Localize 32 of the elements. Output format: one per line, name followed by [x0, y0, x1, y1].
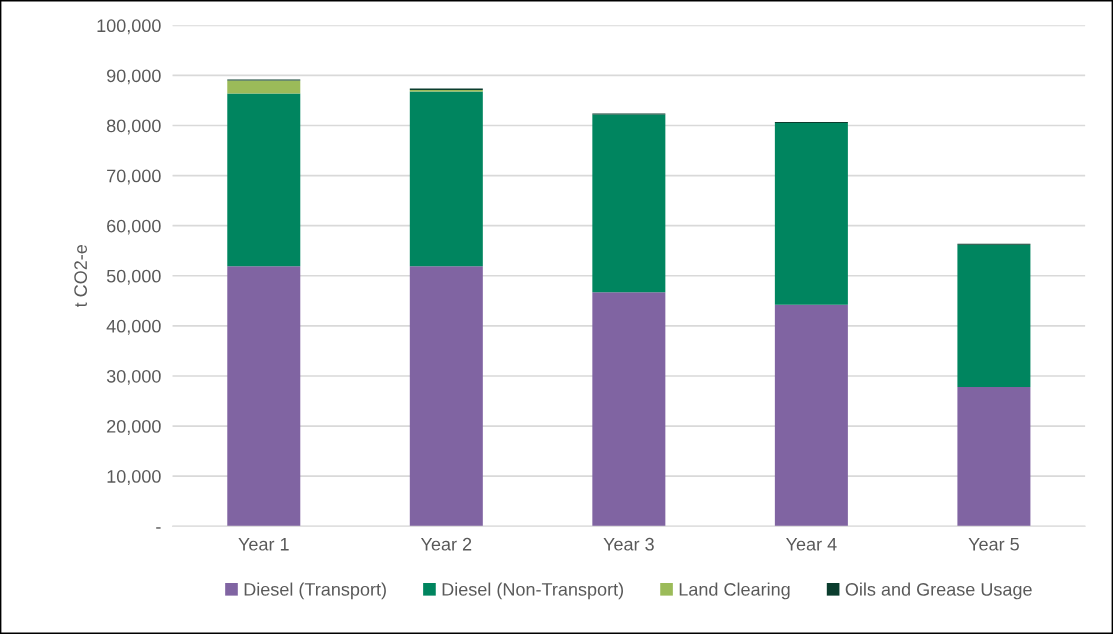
y-tick-label: 30,000	[106, 369, 161, 385]
bar	[409, 266, 483, 527]
bar	[409, 91, 483, 267]
bar	[957, 244, 1031, 387]
bar	[592, 114, 666, 293]
legend-label: Diesel (Non-Transport)	[442, 582, 623, 600]
bar	[774, 123, 848, 305]
x-tick-label: Year 1	[238, 537, 289, 551]
bar	[957, 386, 1031, 527]
y-tick-label: 60,000	[107, 219, 161, 235]
y-tick-label: 40,000	[106, 319, 161, 335]
y-tick-label: 50,000	[106, 269, 161, 285]
x-tick-label: Year 5	[968, 537, 1019, 551]
bar	[774, 304, 848, 527]
y-tick-label: 80,000	[106, 119, 161, 135]
legend-label: Diesel (Transport)	[244, 582, 386, 600]
y-tick-label: 20,000	[107, 419, 161, 435]
bar	[227, 266, 301, 527]
y-tick-label: 70,000	[107, 169, 161, 185]
y-axis-title: t CO2-e	[74, 244, 88, 308]
legend-label: Land Clearing	[679, 582, 790, 600]
x-tick-label: Year 3	[603, 537, 654, 551]
y-tick-label: 100,000	[97, 19, 161, 35]
y-tick-label: -	[156, 527, 161, 529]
x-tick-label: Year 2	[420, 537, 472, 551]
bar	[227, 93, 301, 267]
legend-label: Oils and Grease Usage	[845, 582, 1032, 600]
x-tick-label: Year 4	[786, 537, 837, 551]
bar	[592, 292, 666, 527]
bar	[227, 80, 301, 94]
y-tick-label: 90,000	[107, 69, 161, 85]
y-tick-label: 10,000	[107, 470, 161, 485]
